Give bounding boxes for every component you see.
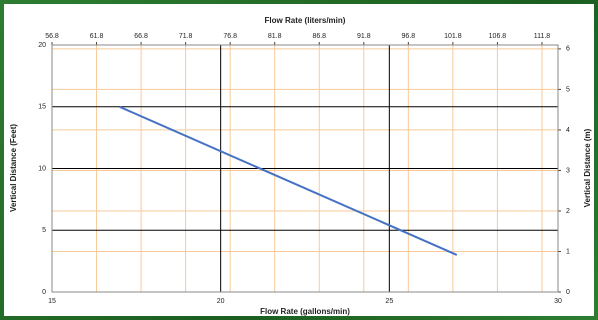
x-tick-label: 20: [217, 298, 225, 305]
x2-tick-label: 111.8: [534, 33, 551, 40]
y2-tick-label: 0: [566, 289, 570, 296]
plot-frame: [51, 44, 559, 293]
y-tick-label: 10: [38, 165, 46, 172]
chart-background: [4, 4, 594, 316]
x2-tick-label: 101.8: [444, 33, 462, 40]
x2-tick-label: 86.8: [312, 33, 326, 40]
y-tick-label: 15: [38, 104, 46, 111]
y2-tick-label: 4: [566, 127, 570, 134]
data-line: [119, 105, 458, 256]
x2-tick-label: 96.8: [402, 33, 416, 40]
y2-tick-label: 1: [566, 248, 570, 255]
y-tick-label: 5: [42, 227, 46, 234]
x2-tick-label: 91.8: [357, 33, 371, 40]
x-tick-label: 25: [385, 298, 393, 305]
y2-tick-label: 5: [566, 86, 570, 93]
x2-tick-label: 106.8: [489, 33, 507, 40]
y2-tick-label: 2: [566, 208, 570, 215]
x2-tick-label: 81.8: [268, 33, 282, 40]
x-tick-label: 30: [554, 298, 562, 305]
y2-tick-label: 6: [566, 46, 570, 53]
x2-tick-label: 76.8: [223, 33, 237, 40]
x2-tick-label: 66.8: [134, 33, 148, 40]
x-tick-label: 15: [48, 298, 56, 305]
y-tick-label: 0: [42, 289, 46, 296]
x2-tick-label: 61.8: [90, 33, 104, 40]
y2-axis-title: Vertical Distance (m): [583, 128, 592, 207]
x-axis-title: Flow Rate (gallons/min): [260, 307, 350, 316]
x2-tick-label: 71.8: [179, 33, 193, 40]
y-axis-title: Vertical Distance (Feet): [9, 124, 18, 212]
y2-tick-label: 3: [566, 167, 570, 174]
x2-tick-label: 56.8: [45, 33, 59, 40]
y-tick-label: 20: [38, 42, 46, 49]
x2-axis-title: Flow Rate (liters/min): [265, 16, 346, 25]
